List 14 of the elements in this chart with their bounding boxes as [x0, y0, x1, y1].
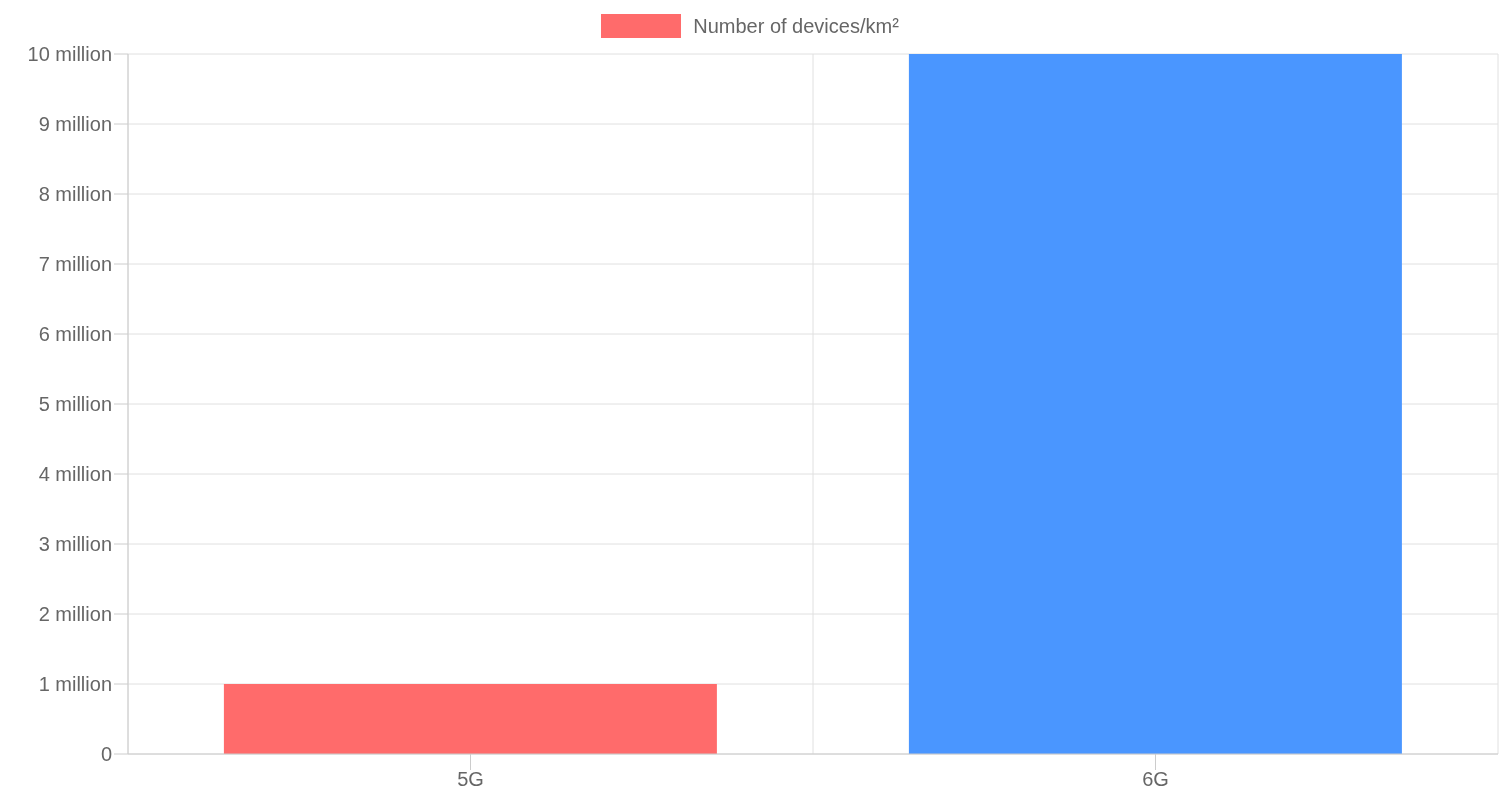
y-tick-label: 4 million	[38, 463, 112, 486]
y-tick-label: 0	[100, 743, 112, 766]
y-tick-label: 6 million	[38, 323, 112, 346]
y-tick-label: 8 million	[38, 183, 112, 206]
x-tick-label: 6G	[1142, 768, 1169, 791]
y-tick-label: 7 million	[38, 253, 112, 276]
y-tick-label: 9 million	[38, 113, 112, 136]
y-tick-label: 5 million	[38, 393, 112, 416]
y-tick-label: 1 million	[38, 673, 112, 696]
y-tick-label: 3 million	[38, 533, 112, 556]
y-tick-label: 10 million	[27, 43, 112, 66]
x-tick-label: 5G	[457, 768, 484, 791]
legend-label: Number of devices/km²	[693, 14, 899, 38]
y-tick-label: 2 million	[38, 603, 112, 626]
